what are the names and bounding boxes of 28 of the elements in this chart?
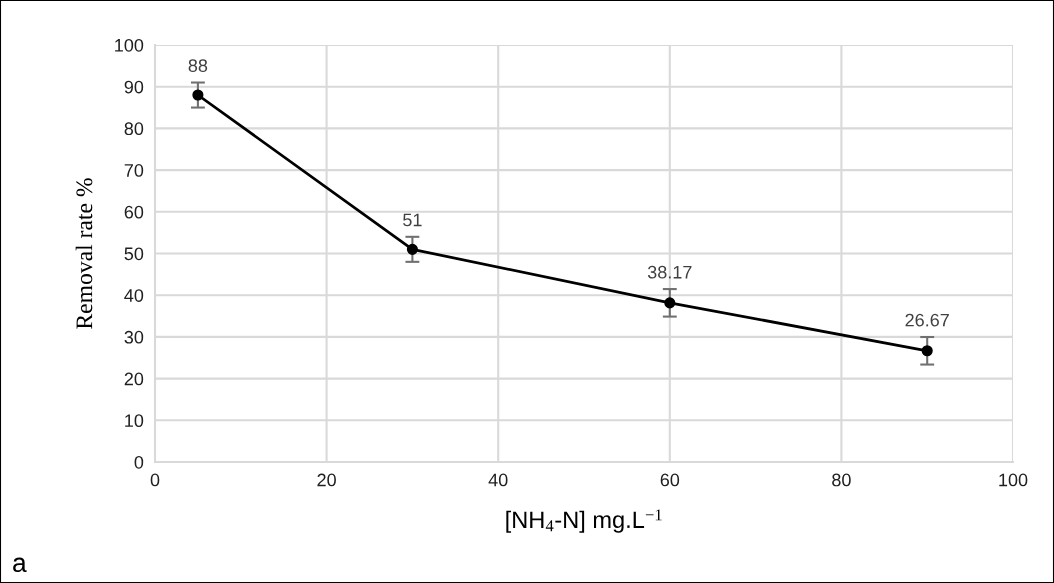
y-tick-label: 20 <box>124 372 144 386</box>
x-tick-label: 100 <box>999 473 1028 487</box>
y-tick-label: 10 <box>125 414 144 428</box>
point <box>664 297 676 309</box>
y-tick-label: 40 <box>124 289 144 302</box>
y-tick-label: 0 <box>134 455 144 469</box>
data-label: 51 <box>403 213 422 227</box>
y-tick-label: 70 <box>124 164 144 177</box>
y-tick-label: 80 <box>124 122 144 136</box>
data-label: 88 <box>188 59 208 73</box>
x-tick-label: 0 <box>150 473 160 487</box>
y-tick-label: 50 <box>124 247 144 261</box>
x-tick-label: 60 <box>660 473 680 487</box>
point <box>921 345 933 357</box>
text: a <box>13 557 27 573</box>
y-axis-title: Removal rate % <box>75 178 93 329</box>
y-tick-label: 90 <box>124 80 144 94</box>
point <box>192 89 204 101</box>
x-tick-label: 40 <box>488 473 508 487</box>
point <box>406 243 418 255</box>
x-tick-label: 20 <box>317 473 336 487</box>
x-tick-label: 80 <box>832 473 851 487</box>
data-label: 26.67 <box>905 313 949 327</box>
y-tick-label: 60 <box>124 205 144 219</box>
x-axis-title: [NH$_{4}$-N] mg.L$^{−1}$ <box>506 509 662 533</box>
y-tick-label: 30 <box>124 330 144 344</box>
data-label: 38.17 <box>647 265 692 279</box>
y-tick-label: 100 <box>115 38 144 52</box>
